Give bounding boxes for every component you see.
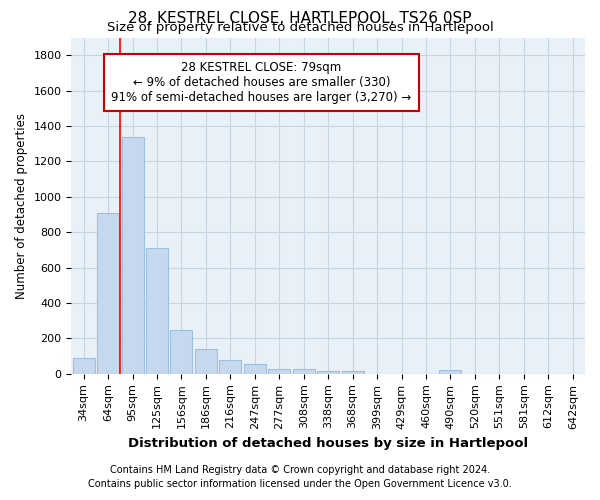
Bar <box>439 370 461 374</box>
Bar <box>317 370 339 374</box>
Bar <box>244 364 266 374</box>
Text: Contains HM Land Registry data © Crown copyright and database right 2024.
Contai: Contains HM Land Registry data © Crown c… <box>88 465 512 489</box>
X-axis label: Distribution of detached houses by size in Hartlepool: Distribution of detached houses by size … <box>128 437 528 450</box>
Bar <box>146 248 168 374</box>
Bar <box>195 349 217 374</box>
Bar <box>122 136 143 374</box>
Text: 28 KESTREL CLOSE: 79sqm
← 9% of detached houses are smaller (330)
91% of semi-de: 28 KESTREL CLOSE: 79sqm ← 9% of detached… <box>112 61 412 104</box>
Bar <box>341 371 364 374</box>
Bar <box>170 330 193 374</box>
Bar <box>73 358 95 374</box>
Bar <box>293 370 315 374</box>
Text: 28, KESTREL CLOSE, HARTLEPOOL, TS26 0SP: 28, KESTREL CLOSE, HARTLEPOOL, TS26 0SP <box>128 11 472 26</box>
Text: Size of property relative to detached houses in Hartlepool: Size of property relative to detached ho… <box>107 21 493 34</box>
Bar <box>268 369 290 374</box>
Y-axis label: Number of detached properties: Number of detached properties <box>15 112 28 298</box>
Bar <box>97 212 119 374</box>
Bar <box>220 360 241 374</box>
